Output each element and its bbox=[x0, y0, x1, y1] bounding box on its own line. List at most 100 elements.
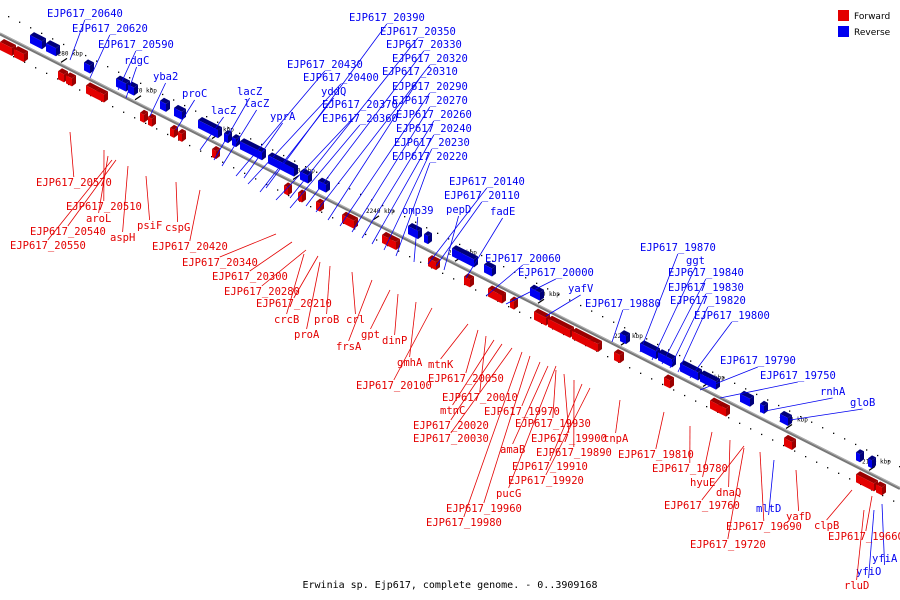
forward-label-ejp617-19690[interactable]: EJP617_19690 bbox=[726, 451, 802, 533]
forward-label-ejp617-20020[interactable]: EJP617_20020 bbox=[413, 343, 503, 432]
gene-label-text[interactable]: yfiA bbox=[872, 553, 898, 565]
gene-label-text[interactable]: EJP617_20430 bbox=[287, 59, 363, 71]
reverse-label-ejp617-20320[interactable]: EJP617_20320 bbox=[315, 53, 468, 213]
reverse-label-ypra[interactable]: yprA bbox=[243, 111, 296, 179]
gene-label-text[interactable]: EJP617_19780 bbox=[652, 463, 728, 475]
gene-label-text[interactable]: rnhA bbox=[820, 386, 846, 398]
gene-label-text[interactable]: EJP617_19760 bbox=[664, 500, 740, 512]
forward-label-ejp617-19810[interactable]: EJP617_19810 bbox=[618, 411, 694, 461]
gene-label-text[interactable]: EJP617_19840 bbox=[668, 267, 744, 279]
forward-label-crl[interactable]: crl bbox=[346, 271, 365, 326]
gene-label-text[interactable]: yafV bbox=[568, 283, 594, 295]
forward-label-ejp617-19890[interactable]: EJP617_19890 bbox=[536, 379, 612, 459]
forward-label-ejp617-20570[interactable]: EJP617_20570 bbox=[36, 131, 112, 189]
forward-label-ejp617-20100[interactable]: EJP617_20100 bbox=[356, 307, 433, 392]
gene-label-text[interactable]: mtnC bbox=[440, 405, 465, 417]
reverse-gene[interactable] bbox=[452, 245, 478, 268]
forward-gene[interactable] bbox=[498, 290, 506, 304]
forward-label-arol[interactable]: aroL bbox=[86, 155, 111, 225]
gene-label-text[interactable]: tnpA bbox=[603, 433, 629, 445]
reverse-label-ejp617-19870[interactable]: EJP617_19870 bbox=[639, 242, 716, 353]
reverse-gene[interactable] bbox=[424, 231, 432, 245]
reverse-gene[interactable] bbox=[284, 160, 298, 177]
forward-label-ejp617-19920[interactable]: EJP617_19920 bbox=[508, 387, 591, 487]
gene-label-text[interactable]: frsA bbox=[336, 341, 362, 353]
forward-gene[interactable] bbox=[784, 434, 796, 450]
gene-label-text[interactable]: ggt bbox=[686, 255, 705, 267]
gene-label-text[interactable]: yprA bbox=[270, 111, 296, 123]
gene-label-text[interactable]: EJP617_20620 bbox=[72, 23, 148, 35]
reverse-gene[interactable] bbox=[408, 223, 422, 240]
reverse-label-ejp617-20590[interactable]: EJP617_20590 bbox=[98, 39, 174, 91]
forward-label-ejp617-20540[interactable]: EJP617_20540 bbox=[30, 159, 117, 238]
gene-label-text[interactable]: EJP617_20260 bbox=[396, 109, 472, 121]
gene-label-text[interactable]: lacZ bbox=[244, 98, 269, 110]
gene-label-text[interactable]: yddQ bbox=[321, 86, 346, 98]
forward-gene[interactable] bbox=[178, 128, 186, 142]
gene-label-text[interactable]: EJP617_19720 bbox=[690, 539, 766, 551]
gene-label-text[interactable]: EJP617_20640 bbox=[47, 8, 123, 20]
gene-label-text[interactable]: EJP617_20370 bbox=[322, 99, 398, 111]
forward-label-ejp617-19980[interactable]: EJP617_19980 bbox=[426, 351, 523, 529]
reverse-label-rdgc[interactable]: rdgC bbox=[124, 55, 149, 99]
forward-label-ejp617-20550[interactable]: EJP617_20550 bbox=[10, 159, 113, 252]
forward-label-gpt[interactable]: gpt bbox=[361, 289, 391, 341]
gene-label-text[interactable]: EJP617_20390 bbox=[349, 12, 425, 24]
gene-label-text[interactable]: rluD bbox=[844, 580, 869, 592]
gene-label-text[interactable]: proC bbox=[182, 88, 207, 100]
reverse-label-yba2[interactable]: yba2 bbox=[149, 71, 178, 117]
reverse-label-proc[interactable]: proC bbox=[175, 88, 207, 131]
reverse-gene[interactable] bbox=[856, 449, 864, 463]
gene-label-text[interactable]: EJP617_20400 bbox=[303, 72, 379, 84]
reverse-gene[interactable] bbox=[530, 284, 544, 301]
gene-label-text[interactable]: EJP617_20330 bbox=[386, 39, 462, 51]
gene-label-text[interactable]: EJP617_20050 bbox=[428, 373, 504, 385]
forward-gene[interactable] bbox=[316, 198, 324, 212]
gene-label-text[interactable]: EJP617_20020 bbox=[413, 420, 489, 432]
reverse-gene[interactable] bbox=[484, 261, 496, 277]
forward-gene[interactable] bbox=[140, 109, 148, 123]
reverse-gene[interactable] bbox=[780, 410, 792, 426]
reverse-gene[interactable] bbox=[46, 40, 60, 57]
reverse-label-omp39[interactable]: omp39 bbox=[402, 205, 434, 263]
forward-label-ejp617-19900[interactable]: EJP617_19900 bbox=[531, 373, 607, 445]
forward-gene[interactable] bbox=[464, 273, 474, 288]
reverse-gene[interactable] bbox=[740, 390, 754, 407]
gene-label-text[interactable]: crl bbox=[346, 314, 365, 326]
reverse-label-ggt[interactable]: ggt bbox=[651, 255, 705, 361]
forward-label-proa[interactable]: proA bbox=[294, 261, 321, 341]
reverse-gene[interactable] bbox=[620, 330, 630, 345]
gene-label-text[interactable]: EJP617_20100 bbox=[356, 380, 432, 392]
gene-label-text[interactable]: EJP617_20540 bbox=[30, 226, 106, 238]
forward-label-ejp617-19760[interactable]: EJP617_19760 bbox=[664, 445, 745, 512]
gene-label-text[interactable]: proB bbox=[314, 314, 339, 326]
forward-label-pucg[interactable]: pucG bbox=[496, 365, 557, 500]
forward-gene[interactable] bbox=[298, 189, 306, 203]
gene-label-text[interactable]: hyuE bbox=[690, 477, 715, 489]
gene-label-text[interactable]: EJP617_20110 bbox=[444, 190, 520, 202]
reverse-label-yafv[interactable]: yafV bbox=[545, 283, 594, 317]
gene-label-text[interactable]: EJP617_20310 bbox=[382, 66, 458, 78]
forward-gene[interactable] bbox=[548, 315, 574, 338]
gene-label-text[interactable]: mltD bbox=[756, 503, 781, 515]
forward-label-tnpa[interactable]: tnpA bbox=[603, 399, 629, 445]
gene-label-text[interactable]: omp39 bbox=[402, 205, 434, 217]
gene-label-text[interactable]: EJP617_20030 bbox=[413, 433, 489, 445]
forward-gene[interactable] bbox=[510, 296, 518, 310]
reverse-gene[interactable] bbox=[160, 97, 170, 112]
reverse-label-ejp617-19800[interactable]: EJP617_19800 bbox=[689, 310, 770, 379]
reverse-label-fade[interactable]: fadE bbox=[465, 206, 515, 279]
reverse-label-ejp617-20430[interactable]: EJP617_20430 bbox=[235, 59, 363, 177]
gene-label-text[interactable]: psiF bbox=[137, 220, 162, 232]
gene-label-text[interactable]: EJP617_20290 bbox=[392, 81, 468, 93]
gene-label-text[interactable]: EJP617_20210 bbox=[256, 298, 332, 310]
gene-label-text[interactable]: EJP617_20060 bbox=[485, 253, 561, 265]
reverse-label-ejp617-20140[interactable]: EJP617_20140 bbox=[427, 176, 525, 265]
gene-label-text[interactable]: EJP617_20420 bbox=[152, 241, 228, 253]
forward-label-cspg[interactable]: cspG bbox=[165, 181, 190, 234]
gene-label-text[interactable]: yafD bbox=[786, 511, 811, 523]
gene-label-text[interactable]: EJP617_20300 bbox=[212, 271, 288, 283]
forward-gene[interactable] bbox=[58, 68, 68, 83]
reverse-label-ejp617-19790[interactable]: EJP617_19790 bbox=[699, 355, 796, 391]
forward-gene[interactable] bbox=[590, 336, 602, 352]
